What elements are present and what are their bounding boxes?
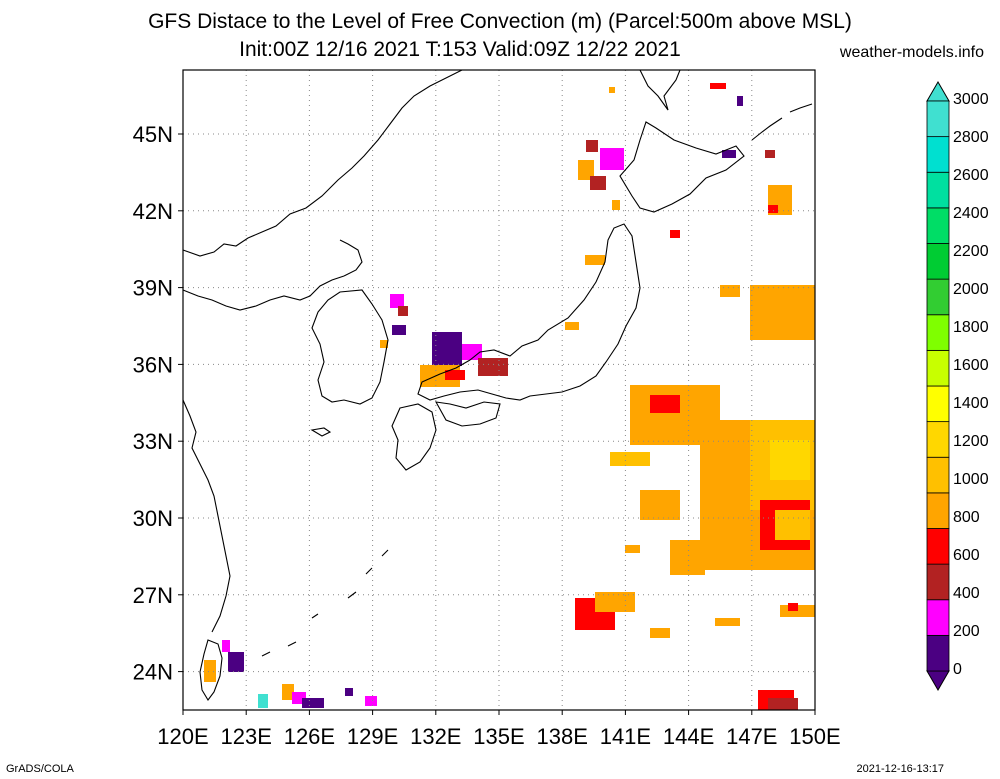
colorbar-level-label: 1400 (953, 395, 989, 412)
colorbar-swatch (926, 314, 950, 351)
lat-label: 42N (133, 199, 173, 224)
colorbar-swatch (926, 634, 950, 672)
footer-left: GrADS/COLA (6, 763, 74, 775)
colorbar-level-label: 800 (953, 509, 980, 526)
colorbar-level-label: 1800 (953, 319, 989, 336)
lon-label: 123E (221, 724, 272, 749)
lon-label: 132E (410, 724, 461, 749)
colorbar-level-label: 200 (953, 623, 980, 640)
colorbar-level-label: 0 (953, 661, 962, 678)
lat-axis-labels: 24N 27N 30N 33N 36N 39N 42N 45N (133, 122, 183, 685)
lon-label: 138E (537, 724, 588, 749)
colorbar-top-arrow (926, 81, 950, 102)
colorbar-swatch (926, 349, 950, 387)
colorbar-swatch (926, 278, 950, 316)
footer-right: 2021-12-16-13:17 (856, 763, 944, 775)
colorbar-swatch (926, 456, 950, 494)
colorbar-level-label: 1600 (953, 357, 989, 374)
lon-label: 120E (157, 724, 208, 749)
gridlines (183, 70, 815, 710)
lfc-field (204, 83, 815, 710)
lon-label: 150E (789, 724, 840, 749)
lon-label: 126E (284, 724, 335, 749)
colorbar-swatch (926, 243, 950, 280)
site-label: weather-models.info (839, 44, 984, 61)
colorbar-swatch (926, 207, 950, 244)
colorbar-swatch (926, 563, 950, 601)
lat-label: 39N (133, 276, 173, 301)
colorbar-level-label: 3000 (953, 91, 989, 108)
lon-label: 147E (726, 724, 777, 749)
lon-label: 141E (600, 724, 651, 749)
colorbar-level-label: 1200 (953, 433, 989, 450)
lon-axis-labels: 120E 123E 126E 129E 132E 135E 138E 141E 144E 147E… (157, 710, 841, 749)
colorbar-swatch (926, 599, 950, 636)
colorbar-swatch (926, 100, 950, 138)
lat-label: 30N (133, 506, 173, 531)
lat-label: 27N (133, 583, 173, 608)
colorbar-swatch (926, 171, 950, 209)
lon-label: 144E (663, 724, 714, 749)
colorbar-level-label: 2000 (953, 281, 989, 298)
lon-label: 135E (473, 724, 524, 749)
colorbar-level-label: 400 (953, 585, 980, 602)
colorbar-level-label: 2200 (953, 243, 989, 260)
lat-label: 36N (133, 352, 173, 377)
chart-subtitle: Init:00Z 12/16 2021 T:153 Valid:09Z 12/2… (239, 38, 681, 61)
colorbar-swatch (926, 136, 950, 173)
lat-label: 33N (133, 429, 173, 454)
colorbar-swatch (926, 385, 950, 423)
colorbar-swatch (926, 421, 950, 458)
lat-label: 24N (133, 660, 173, 685)
colorbar-swatch (926, 528, 950, 565)
colorbar-bottom-arrow (926, 670, 950, 691)
lon-label: 129E (347, 724, 398, 749)
colorbar (926, 100, 950, 672)
colorbar-swatch (926, 492, 950, 529)
colorbar-level-label: 1000 (953, 471, 989, 488)
chart-title: GFS Distace to the Level of Free Convect… (148, 10, 852, 33)
colorbar-level-label: 2400 (953, 205, 989, 222)
lat-label: 45N (133, 122, 173, 147)
colorbar-level-label: 2800 (953, 129, 989, 146)
colorbar-level-label: 600 (953, 547, 980, 564)
colorbar-level-label: 2600 (953, 167, 989, 184)
coastlines (182, 69, 813, 701)
plot-area (182, 69, 816, 711)
